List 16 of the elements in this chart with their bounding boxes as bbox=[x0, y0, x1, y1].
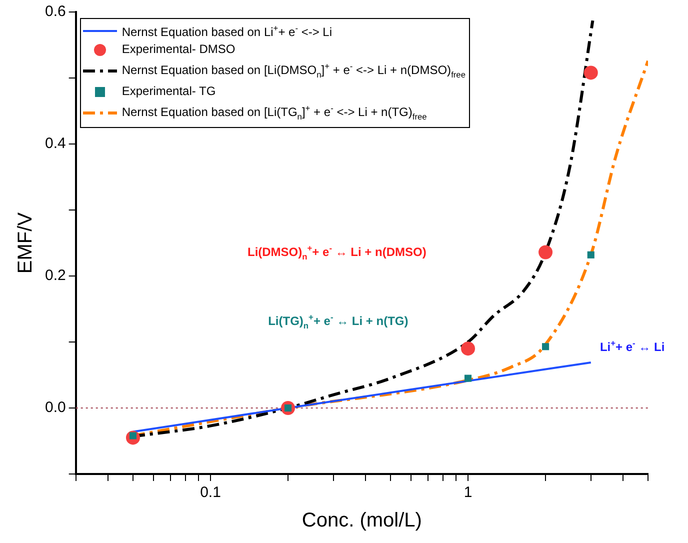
legend-label: Experimental- TG bbox=[122, 83, 216, 100]
legend-label: Experimental- DMSO bbox=[122, 41, 236, 58]
y-tick-label: 0.0 bbox=[44, 399, 66, 416]
y-axis-title: EMF/V bbox=[14, 212, 37, 274]
legend-label: Nernst Equation based on Li$^{+}$+ e$^{-}$ <-> Li bbox=[122, 22, 332, 41]
y-tick-label: 0.4 bbox=[44, 135, 66, 152]
annotation: Li$^{+}$+ e$^{-}$ ↔ Li bbox=[600, 338, 665, 354]
x-tick-label: 0.1 bbox=[200, 484, 221, 502]
y-tick-label: 0.2 bbox=[44, 267, 66, 284]
annotation: Li(TG)$_{n}$$^{+}$+ e$^{-}$ ↔ Li + n(TG) bbox=[268, 312, 408, 331]
y-tick-label: 0.6 bbox=[44, 3, 66, 20]
x-tick-label: 1 bbox=[464, 484, 472, 502]
legend-label: Nernst Equation based on [Li(TG$_{n}$]$^{+}$ + e$^{-}$ <-> Li + n(TG)$_{free}$ bbox=[122, 102, 427, 124]
legend-label: Nernst Equation based on [Li(DMSO$_{n}$]$^{+}$ + e$^{-}$ <-> Li + n(DMSO)$_{free}$ bbox=[122, 60, 466, 82]
x-axis-title: Conc. (mol/L) bbox=[302, 510, 422, 532]
annotation: Li(DMSO)$_{n}$$^{+}$+ e$^{-}$ ↔ Li + n(DMSO) bbox=[247, 243, 426, 262]
